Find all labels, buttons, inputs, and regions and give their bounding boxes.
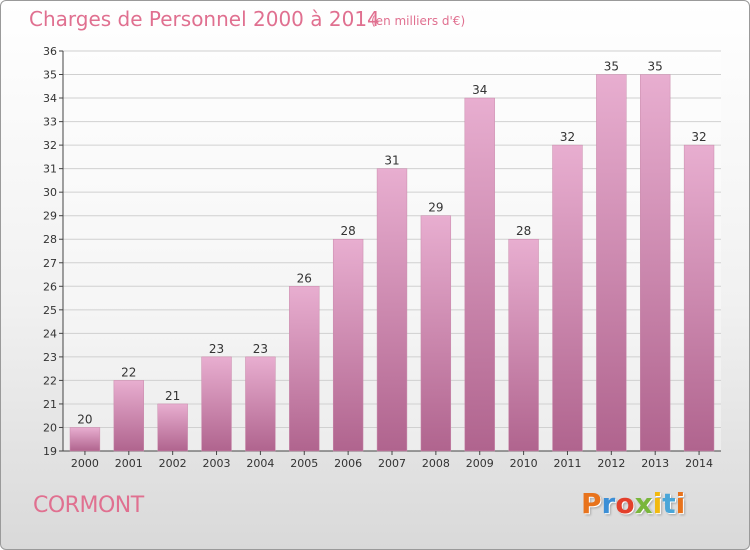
y-tick-label: 27 xyxy=(43,257,57,270)
y-tick-label: 30 xyxy=(43,186,57,199)
x-tick-label-2012: 2012 xyxy=(597,457,625,470)
y-tick-label: 33 xyxy=(43,116,57,129)
logo-letter: P xyxy=(581,487,602,520)
bar-2005 xyxy=(289,286,320,452)
x-tick-label-2008: 2008 xyxy=(422,457,450,470)
value-label-2014: 32 xyxy=(691,130,706,144)
x-tick-label-2000: 2000 xyxy=(71,457,99,470)
y-tick-label: 23 xyxy=(43,351,57,364)
x-tick-label-2003: 2003 xyxy=(203,457,231,470)
y-tick-label: 28 xyxy=(43,233,57,246)
x-tick-label-2005: 2005 xyxy=(290,457,318,470)
value-label-2007: 31 xyxy=(384,154,399,168)
value-label-2004: 23 xyxy=(253,342,268,356)
value-label-2000: 20 xyxy=(77,412,92,426)
x-tick-label-2002: 2002 xyxy=(159,457,187,470)
y-tick-label: 35 xyxy=(43,69,57,82)
value-label-2010: 28 xyxy=(516,224,531,238)
x-tick-label-2013: 2013 xyxy=(641,457,669,470)
value-label-2005: 26 xyxy=(297,271,312,285)
value-label-2009: 34 xyxy=(472,83,487,97)
y-tick-label: 24 xyxy=(43,327,57,340)
bar-2009 xyxy=(464,97,495,452)
value-label-2003: 23 xyxy=(209,342,224,356)
logo-letter: r xyxy=(601,487,616,520)
x-tick-label-2014: 2014 xyxy=(685,457,713,470)
y-tick-label: 21 xyxy=(43,398,57,411)
bar-2003 xyxy=(201,356,232,452)
y-tick-label: 22 xyxy=(43,374,57,387)
value-label-2012: 35 xyxy=(604,60,619,74)
y-tick-label: 34 xyxy=(43,92,57,105)
logo-letter: i xyxy=(652,487,663,520)
proxiti-logo: Proxiti xyxy=(581,487,685,520)
y-tick-label: 29 xyxy=(43,210,57,223)
bar-2012 xyxy=(596,74,627,452)
value-label-2006: 28 xyxy=(340,224,355,238)
y-tick-label: 26 xyxy=(43,280,57,293)
value-label-2002: 21 xyxy=(165,389,180,403)
y-tick-label: 31 xyxy=(43,163,57,176)
logo-letter: i xyxy=(675,487,686,520)
value-label-2013: 35 xyxy=(648,60,663,74)
chart-subtitle: (en milliers d'€) xyxy=(371,14,466,28)
x-tick-label-2011: 2011 xyxy=(553,457,581,470)
bar-2011 xyxy=(552,144,583,452)
logo-letter: o xyxy=(615,487,635,520)
bar-2014 xyxy=(683,144,715,452)
bar-2001 xyxy=(113,380,144,452)
x-tick-label-2001: 2001 xyxy=(115,457,143,470)
bar-2002 xyxy=(157,403,188,452)
value-label-2001: 22 xyxy=(121,365,136,379)
y-tick-label: 25 xyxy=(43,304,57,317)
bar-2007 xyxy=(376,168,408,452)
y-tick-label: 36 xyxy=(43,45,57,58)
logo-letter: x xyxy=(634,487,653,520)
y-tick-label: 19 xyxy=(43,445,57,458)
x-tick-label-2010: 2010 xyxy=(510,457,538,470)
bar-2000 xyxy=(69,427,101,452)
bar-2013 xyxy=(640,74,671,452)
bar-2006 xyxy=(332,238,364,452)
city-name: CORMONT xyxy=(33,493,144,518)
bar-2004 xyxy=(245,356,276,452)
chart-title: Charges de Personnel 2000 à 2014 xyxy=(29,7,380,31)
y-tick-label: 20 xyxy=(43,421,57,434)
y-tick-label: 32 xyxy=(43,139,57,152)
bar-2008 xyxy=(420,215,452,452)
bar-2010 xyxy=(508,238,539,452)
x-tick-label-2006: 2006 xyxy=(334,457,362,470)
x-tick-label-2009: 2009 xyxy=(466,457,494,470)
x-tick-label-2004: 2004 xyxy=(246,457,274,470)
value-label-2011: 32 xyxy=(560,130,575,144)
value-label-2008: 29 xyxy=(428,201,443,215)
x-tick-label-2007: 2007 xyxy=(378,457,406,470)
logo-letter: t xyxy=(662,487,676,520)
